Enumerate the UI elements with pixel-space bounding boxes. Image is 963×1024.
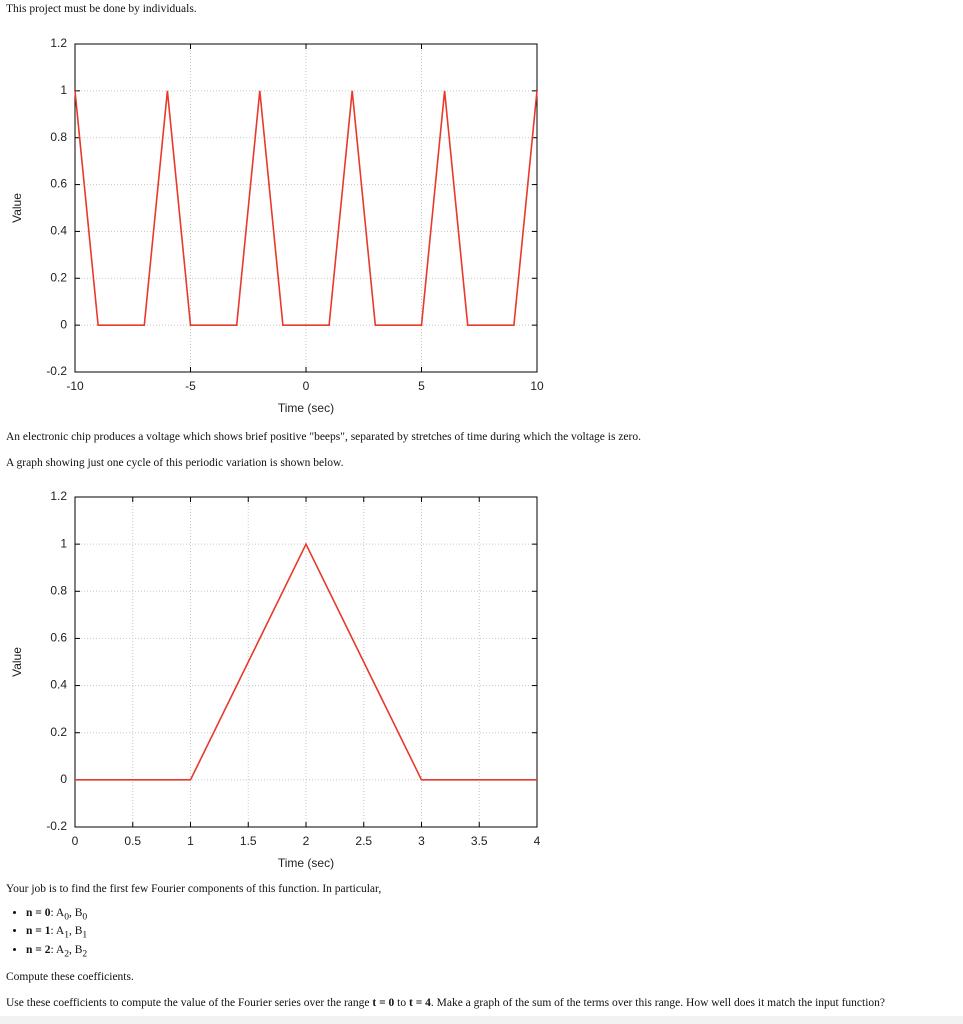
data-line [75,542,537,781]
x-tick-label: -5 [185,379,196,393]
subscript: 0 [82,911,88,923]
y-tick-label: -0.2 [46,819,67,833]
x-tick-label: -10 [66,379,84,393]
text: to [394,997,409,1009]
y-axis-label: Value [10,193,24,223]
list-item: n = 1: A1, B1 [26,924,87,942]
y-tick-label: 1 [60,536,67,550]
coef: A [55,925,65,938]
text: Use these coefficients to compute the va… [6,997,373,1009]
x-tick-label: 1.5 [240,834,257,848]
subscript: 1 [64,929,69,941]
y-tick-label: -0.2 [46,364,67,378]
y-tick-label: 0.2 [50,725,67,739]
coef: A [55,907,65,919]
x-tick-label: 2.5 [355,834,372,848]
y-tick-label: 0.8 [50,583,67,597]
y-tick-label: 1 [60,83,67,97]
x-tick-label: 5 [418,379,425,393]
y-tick-label: 0.2 [50,270,67,284]
y-tick-label: 0 [60,317,67,331]
subscript: 2 [64,947,69,959]
y-tick-label: 1.2 [50,36,67,50]
x-tick-label: 3.5 [471,834,488,848]
plot-frame [74,496,538,828]
subscript: 2 [82,947,88,959]
paragraph: Your job is to find the first few Fourie… [6,883,382,895]
paragraph: A graph showing just one cycle of this p… [6,457,344,469]
data-line [74,90,538,326]
y-tick-label: 0 [60,772,67,786]
plot-frame [74,43,538,373]
coef: A [55,943,65,956]
text: . Make a graph of the sum of the terms o… [430,997,886,1009]
y-axis-label: Value [10,647,24,677]
footer-band [0,1016,963,1024]
subscript: 1 [82,929,88,941]
y-tick-label: 0.6 [50,177,67,191]
list-item: n = 2: A2, B2 [26,943,87,961]
x-tick-label: 0 [72,834,79,848]
x-axis-label: Time (sec) [278,856,334,870]
x-tick-label: 1 [187,834,194,848]
text: t = 0 [372,997,395,1009]
coef: B [74,907,83,919]
paragraph: An electronic chip produces a voltage wh… [6,431,641,443]
label: n = 1 [26,925,51,938]
y-tick-label: 0.4 [50,224,67,238]
subscript: 0 [64,911,69,923]
label: n = 2 [26,943,51,956]
y-tick-label: 0.4 [50,678,67,692]
y-tick-label: 0.8 [50,130,67,144]
label: n = 0 [26,907,51,919]
x-tick-label: 3 [418,834,425,848]
note: This project must be done by individuals… [6,3,197,15]
x-tick-label: 0.5 [124,834,141,848]
y-tick-label: 0.6 [50,631,67,645]
coefficient-list: n = 0: A0, B0n = 1: A1, B1n = 2: A2, B2 [10,906,87,961]
x-tick-label: 0 [303,379,310,393]
x-tick-label: 4 [534,834,541,848]
paragraph: Compute these coefficients. [6,971,134,983]
text: t = 4 [408,997,431,1009]
y-tick-label: 1.2 [50,489,67,503]
coef: B [74,925,83,938]
paragraph: Use these coefficients to compute the va… [6,997,885,1009]
x-tick-label: 2 [303,834,310,848]
coef: B [74,943,83,956]
list-item: n = 0: A0, B0 [26,906,87,924]
x-tick-label: 10 [530,379,544,393]
x-axis-label: Time (sec) [278,401,334,415]
